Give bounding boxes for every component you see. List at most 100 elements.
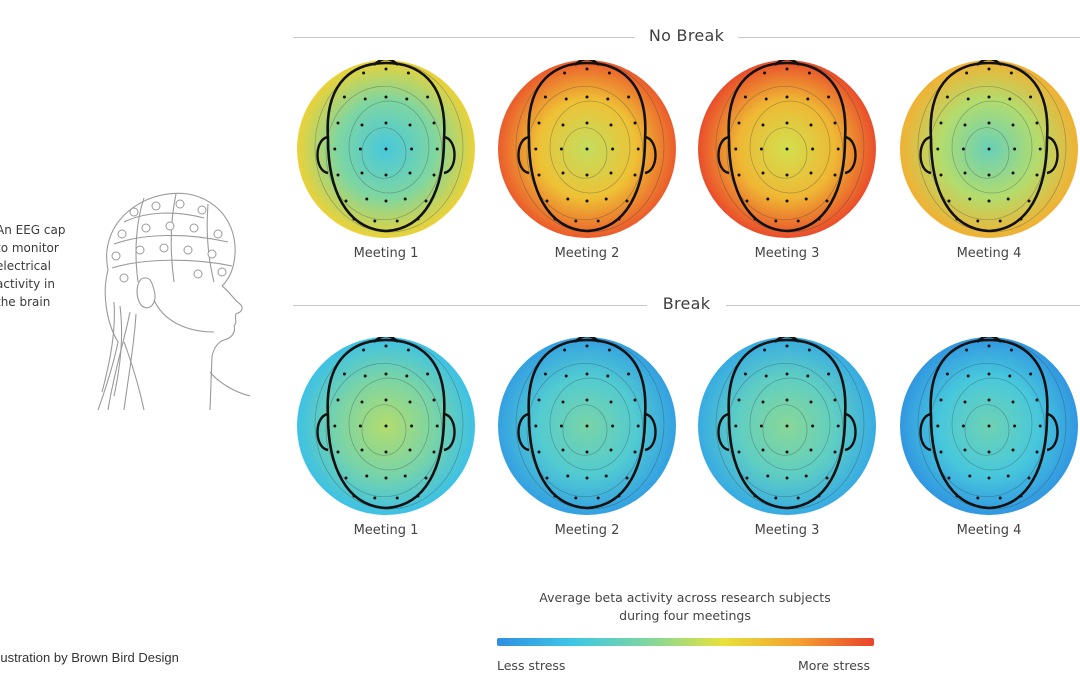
- electrode-dot: [566, 197, 570, 201]
- legend-title-line-2: during four meetings: [619, 608, 751, 623]
- electrode-dot: [987, 173, 991, 177]
- electrode-dot: [384, 67, 388, 71]
- electrode-dot: [537, 121, 541, 125]
- break-rule-right: [726, 305, 1080, 306]
- electrode-dot: [1035, 173, 1039, 177]
- electrode-dot: [1038, 424, 1042, 428]
- electrode-dot: [384, 372, 388, 376]
- electrode-dot: [604, 474, 608, 478]
- electrode-dot: [827, 95, 831, 99]
- electrode-dot: [625, 199, 629, 203]
- electrode-dot: [365, 474, 369, 478]
- electrode-dot: [373, 219, 377, 223]
- electrode-dot: [604, 197, 608, 201]
- electrode-dot: [384, 424, 388, 428]
- electrode-dot: [955, 217, 959, 221]
- electrode-dot: [384, 476, 388, 480]
- electrode-dot: [1011, 400, 1015, 404]
- contour-line: [726, 362, 844, 498]
- legend-low-label: Less stress: [497, 658, 566, 673]
- electrode-dot: [585, 121, 589, 125]
- nose: [373, 60, 399, 66]
- topomap-break-meeting-3: [698, 337, 876, 515]
- electrode-dot: [836, 424, 840, 428]
- electrode-dot: [585, 199, 589, 203]
- contour-line: [361, 127, 407, 179]
- electrode-dot: [947, 199, 951, 203]
- electrode-dot: [405, 374, 409, 378]
- electrode-dot: [553, 217, 557, 221]
- electrode-dot: [426, 95, 430, 99]
- electrode-dot: [785, 67, 789, 71]
- eeg-cap-illustration: [97, 192, 250, 410]
- electrode-dot: [827, 372, 831, 376]
- electrode-dot: [627, 95, 631, 99]
- electrode-dot: [939, 173, 943, 177]
- electrode-dot: [543, 372, 547, 376]
- electrode-dot: [384, 95, 388, 99]
- electrode-dot: [574, 219, 578, 223]
- electrode-dot: [987, 95, 991, 99]
- electrode-dot: [611, 147, 615, 151]
- electrode-dot: [785, 121, 789, 125]
- right-ear: [644, 135, 657, 175]
- electrode-dot: [939, 398, 943, 402]
- electrode-dot: [1008, 374, 1012, 378]
- contour-line: [549, 377, 631, 471]
- electrode-dot: [945, 95, 949, 99]
- meeting-label: Meeting 4: [956, 523, 1022, 538]
- electrode-dot: [342, 372, 346, 376]
- electrode-dot: [737, 121, 741, 125]
- electrode-dot: [636, 424, 640, 428]
- electrode-dot: [336, 121, 340, 125]
- topomap-break-meeting-1: [297, 337, 475, 515]
- electrode-dot: [606, 374, 610, 378]
- electrode-dot: [333, 424, 337, 428]
- electrode-dot: [561, 123, 565, 127]
- electrode-dot: [809, 123, 813, 127]
- electrode-dot: [806, 97, 810, 101]
- electrode-dot: [825, 476, 829, 480]
- electrode-dot: [543, 95, 547, 99]
- electrode-dot: [987, 67, 991, 71]
- electrode-dot: [384, 173, 388, 177]
- contour-line: [951, 100, 1033, 194]
- nose: [976, 60, 1002, 66]
- electrode-dot: [336, 450, 340, 454]
- contour-line: [762, 404, 808, 456]
- electrode-dot: [384, 450, 388, 454]
- electrode-dot: [545, 476, 549, 480]
- electrode-dot: [585, 476, 589, 480]
- caption-line-5: the brain: [0, 295, 51, 309]
- nose: [574, 60, 600, 66]
- contour-line: [526, 362, 644, 498]
- electrode-dot: [987, 450, 991, 454]
- contour-line: [562, 404, 608, 456]
- electrode-dot: [1009, 348, 1013, 352]
- electrode-dot: [766, 197, 770, 201]
- electrode-dot: [561, 400, 565, 404]
- electrode-dot: [406, 348, 410, 352]
- electrode-dot: [432, 398, 436, 402]
- electrode-dot: [563, 71, 567, 75]
- electrode-dot: [1019, 494, 1023, 498]
- electrode-dot: [435, 147, 439, 151]
- electrode-dot: [384, 147, 388, 151]
- electrode-dot: [811, 147, 815, 151]
- right-ear: [443, 135, 456, 175]
- electrode-dot: [408, 448, 412, 452]
- electrode-dot: [987, 476, 991, 480]
- legend-high-label: More stress: [798, 658, 870, 673]
- electrode-dot: [809, 400, 813, 404]
- topomap-no-break-meeting-1: [297, 60, 475, 238]
- electrode-dot: [384, 199, 388, 203]
- left-ear: [316, 412, 329, 452]
- break-rule-left: [293, 305, 647, 306]
- electrode-dot: [585, 398, 589, 402]
- electrode-dot: [737, 450, 741, 454]
- electrode-dot: [352, 494, 356, 498]
- electrode-dot: [833, 173, 837, 177]
- electrode-dot: [585, 450, 589, 454]
- electrode-dot: [965, 348, 969, 352]
- electrode-dot: [625, 476, 629, 480]
